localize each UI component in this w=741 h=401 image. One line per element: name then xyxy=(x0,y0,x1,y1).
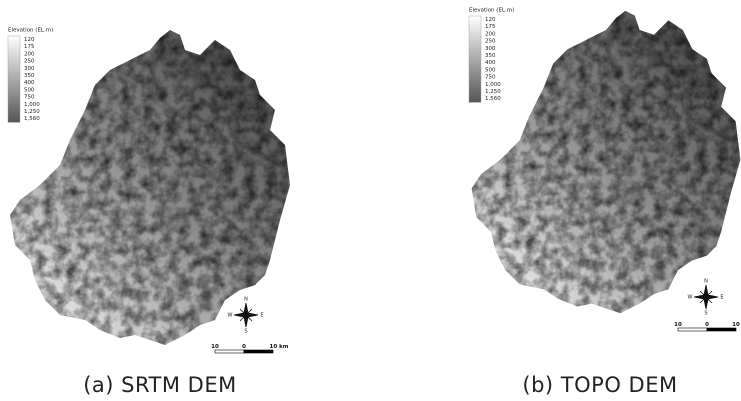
legend-label: 200 xyxy=(485,31,496,37)
scale-label: 10 km xyxy=(270,344,289,350)
legend-label: 300 xyxy=(485,46,496,52)
legend-title: Elevation (EL.m) xyxy=(8,28,53,34)
scale-bar-black xyxy=(244,350,273,353)
terrain-texture xyxy=(462,1,741,327)
scale-label: 10 xyxy=(732,322,740,328)
compass-n: N xyxy=(704,279,708,285)
legend-label: 400 xyxy=(24,80,35,86)
legend-colorbar xyxy=(8,36,20,122)
legend-label: 175 xyxy=(24,44,35,50)
dem-map xyxy=(0,20,300,360)
terrain-texture xyxy=(0,20,300,360)
caption: (a) SRTM DEM xyxy=(83,373,237,397)
legend-label: 300 xyxy=(24,66,35,72)
legend-label: 400 xyxy=(485,60,496,66)
compass-s: S xyxy=(704,311,707,317)
compass-rose xyxy=(234,303,258,327)
legend-label: 500 xyxy=(24,87,35,93)
legend-label: 350 xyxy=(24,73,35,79)
legend-label: 250 xyxy=(485,39,496,45)
scale-bar-black xyxy=(707,328,736,331)
legend-label: 1,250 xyxy=(24,109,40,115)
compass-w: W xyxy=(228,313,233,319)
legend-label: 175 xyxy=(485,24,496,30)
figure: Elevation (EL.m)120175200250300350400500… xyxy=(0,0,741,401)
legend-label: 1,000 xyxy=(485,82,501,88)
legend-label: 200 xyxy=(24,51,35,57)
compass-e: E xyxy=(260,313,263,319)
scale-label: 10 xyxy=(211,344,219,350)
legend-label: 1,560 xyxy=(24,116,40,122)
scale-label: 10 xyxy=(674,322,682,328)
legend-label: 350 xyxy=(485,53,496,59)
compass-s: S xyxy=(244,329,247,335)
legend-label: 500 xyxy=(485,67,496,73)
scale-label: 0 xyxy=(242,344,246,350)
legend-label: 1,000 xyxy=(24,102,40,108)
compass-n: N xyxy=(244,297,248,303)
legend-label: 120 xyxy=(24,37,35,43)
legend-label: 1,250 xyxy=(485,89,501,95)
caption: (b) TOPO DEM xyxy=(522,373,677,397)
scale-bar-white xyxy=(215,350,244,353)
legend-colorbar xyxy=(469,16,481,102)
compass-e: E xyxy=(720,295,723,301)
scale-label: 0 xyxy=(705,322,709,328)
legend-label: 750 xyxy=(24,95,35,101)
legend-label: 750 xyxy=(485,75,496,81)
legend-label: 250 xyxy=(24,59,35,65)
legend-label: 1,560 xyxy=(485,96,501,102)
legend-title: Elevation (EL.m) xyxy=(469,8,514,14)
compass-w: W xyxy=(688,295,693,301)
legend-label: 120 xyxy=(485,17,496,23)
dem-map xyxy=(462,1,741,327)
compass-rose xyxy=(694,285,718,309)
scale-bar-white xyxy=(678,328,707,331)
